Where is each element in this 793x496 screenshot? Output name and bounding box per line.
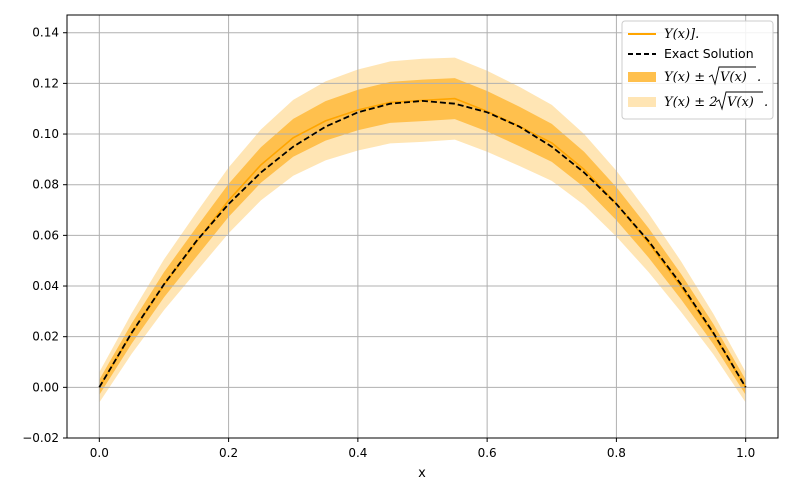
- x-tick-label: 0.2: [219, 446, 238, 460]
- plot-frame: [66, 14, 779, 439]
- series-mean-line: [98, 97, 747, 388]
- svg-text:V(x): V(x): [727, 95, 754, 110]
- sqrt-sign: [715, 91, 763, 111]
- y-tick-label: 0.08: [32, 178, 59, 192]
- series-exact-line: [98, 99, 747, 388]
- x-tick-label: 0.0: [90, 446, 109, 460]
- svg-text:Y(x) ±: Y(x) ±: [664, 70, 705, 85]
- y-tick-label: 0.14: [32, 26, 59, 40]
- legend-label-band2: Y(x) ± 2 V(x) .: [664, 91, 768, 111]
- y-tick-label: 0.04: [32, 279, 59, 293]
- band2-label-pre: Y(x) ± 2: [664, 95, 718, 110]
- x-tick-label: 0.6: [478, 446, 497, 460]
- band2-post: .: [764, 95, 768, 110]
- y-tick-label: −0.02: [22, 431, 59, 445]
- svg-text:V(x): V(x): [720, 70, 747, 85]
- band2-radicand: V(x): [727, 95, 754, 110]
- legend-box: [621, 20, 774, 120]
- legend-label-band1: Y(x) ± V(x) .: [664, 66, 761, 86]
- svg-text:.: .: [764, 95, 768, 110]
- x-axis: 0.0 0.2 0.4 0.6 0.8 1.0: [90, 438, 755, 460]
- band1-post: .: [757, 70, 761, 85]
- sqrt-sign: [708, 66, 756, 86]
- svg-text:.: .: [757, 70, 761, 85]
- legend-handle-band1: [628, 72, 656, 82]
- y-tick-label: 0.02: [32, 330, 59, 344]
- x-tick-label: 0.4: [348, 446, 367, 460]
- legend: Y(x)]. Exact Solution Y(x) ± V(x) . Y(x)…: [621, 20, 774, 120]
- band1-label-pre: Y(x) ±: [664, 70, 705, 85]
- svg-text:Y(x) ± 2: Y(x) ± 2: [664, 95, 718, 110]
- series-lines: [98, 97, 747, 388]
- legend-label-exact: Exact Solution: [664, 46, 754, 61]
- y-tick-label: 0.10: [32, 127, 59, 141]
- x-axis-label: x: [418, 466, 426, 481]
- legend-label-y: Y(x)].: [664, 27, 699, 42]
- band1-radicand: V(x): [720, 70, 747, 85]
- y-tick-label: 0.00: [32, 380, 59, 394]
- legend-handle-band2: [628, 97, 656, 107]
- grid: [67, 15, 778, 439]
- y-axis: −0.02 0.00 0.02 0.04 0.06 0.08 0.10 0.12 0.14: [22, 26, 67, 445]
- band-2-sigma: [99, 57, 746, 403]
- uncertainty-bands: [99, 57, 746, 403]
- x-tick-label: 0.8: [607, 446, 626, 460]
- y-tick-label: 0.12: [32, 76, 59, 90]
- band-1-sigma: [99, 78, 746, 395]
- y-tick-label: 0.06: [32, 228, 59, 242]
- x-tick-label: 1.0: [736, 446, 755, 460]
